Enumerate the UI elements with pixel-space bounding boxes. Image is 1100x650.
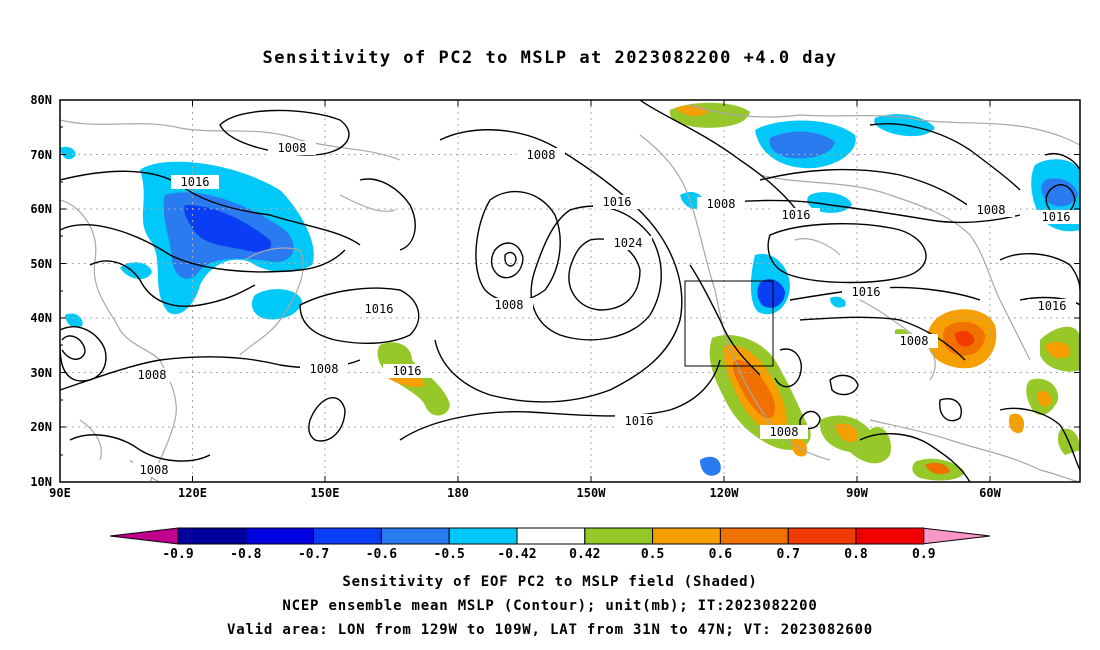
svg-text:1008: 1008 <box>900 334 929 348</box>
svg-text:1024: 1024 <box>614 236 643 250</box>
colorbar-cell <box>652 527 721 545</box>
colorbar-cell <box>177 527 247 545</box>
svg-text:1016: 1016 <box>625 414 654 428</box>
lat-label: 30N <box>30 366 52 380</box>
lat-label: 60N <box>30 202 52 216</box>
lat-label: 50N <box>30 257 52 271</box>
lon-label: 90E <box>49 486 71 500</box>
contour-label: 1016 <box>383 364 431 378</box>
contour-label: 1016 <box>1028 299 1076 313</box>
lat-label: 20N <box>30 420 52 434</box>
contour-label: 1008 <box>268 141 316 155</box>
axis-ticks <box>60 99 1080 483</box>
colorbar-label: -0.7 <box>298 547 329 562</box>
colorbar-min-triangle <box>109 527 179 545</box>
colorbar-max-triangle <box>921 527 991 545</box>
contour-label: 1008 <box>760 425 808 439</box>
shaded-positive-areas <box>377 102 1080 481</box>
longitude-labels: 90E 120E 150E 180 150W 120W 90W 60W <box>49 486 1001 500</box>
map-frame-bg <box>60 100 1080 482</box>
lon-label: 150E <box>311 486 340 500</box>
svg-text:1016: 1016 <box>603 195 632 209</box>
contour-label: 1016 <box>171 175 219 189</box>
svg-text:1016: 1016 <box>1038 299 1067 313</box>
contour-label: 1008 <box>485 298 533 312</box>
colorbar-label: -0.42 <box>497 547 536 562</box>
colorbar-label: 0.6 <box>709 547 733 562</box>
contour-label: 1016 <box>842 285 890 299</box>
contour-labels: 1008 1016 1008 1016 1008 1024 1008 1016 … <box>128 141 1080 477</box>
lat-label: 70N <box>30 148 52 162</box>
svg-text:1008: 1008 <box>138 368 167 382</box>
svg-text:1008: 1008 <box>278 141 307 155</box>
contour-label: 1024 <box>604 236 652 250</box>
svg-text:1008: 1008 <box>310 362 339 376</box>
lat-label: 40N <box>30 311 52 325</box>
contour-label: 1008 <box>517 148 565 162</box>
contour-label: 1016 <box>593 195 641 209</box>
contour-label: 1008 <box>890 334 938 348</box>
colorbar-label: -0.9 <box>162 547 193 562</box>
lon-label: 180 <box>447 486 469 500</box>
colorbar-cell <box>448 527 518 545</box>
colorbar-label: 0.8 <box>844 547 868 562</box>
contour-label: 1008 <box>697 197 745 211</box>
svg-text:1016: 1016 <box>782 208 811 222</box>
contour-label: 1016 <box>772 208 820 222</box>
svg-text:1016: 1016 <box>393 364 422 378</box>
valid-area-box <box>684 280 774 367</box>
shaded-negative-areas <box>60 114 1080 476</box>
footer-line-2: NCEP ensemble mean MSLP (Contour); unit(… <box>282 598 818 614</box>
colorbar-cell <box>313 527 382 545</box>
svg-text:1016: 1016 <box>181 175 210 189</box>
lon-label: 90W <box>846 486 868 500</box>
svg-text:1008: 1008 <box>495 298 524 312</box>
svg-text:1008: 1008 <box>527 148 556 162</box>
lon-label: 120E <box>178 486 207 500</box>
colorbar-cell <box>380 527 450 545</box>
contour-label: 1016 <box>1032 210 1080 224</box>
svg-text:1016: 1016 <box>852 285 881 299</box>
mslp-contours <box>60 100 1080 482</box>
svg-text:1008: 1008 <box>707 197 736 211</box>
contour-label: 1008 <box>300 362 348 376</box>
colorbar-cell <box>855 527 925 545</box>
colorbar-label: 0.5 <box>641 547 664 562</box>
contour-label: 1008 <box>967 203 1015 217</box>
contour-label: 1016 <box>615 414 663 428</box>
lon-label: 120W <box>710 486 740 500</box>
colorbar: -0.9 -0.8 -0.7 -0.6 -0.5 -0.42 0.42 0.5 0.6 0.7 0.… <box>109 527 991 562</box>
contour-label: 1008 <box>130 463 178 477</box>
svg-text:1016: 1016 <box>1042 210 1071 224</box>
lat-label: 10N <box>30 475 52 489</box>
chart-title: Sensitivity of PC2 to MSLP at 2023082200… <box>262 48 838 68</box>
colorbar-label: -0.5 <box>434 547 465 562</box>
colorbar-label: 0.42 <box>569 547 600 562</box>
colorbar-cell <box>516 527 586 545</box>
latitude-labels: 80N 70N 60N 50N 40N 30N 20N 10N <box>30 93 52 489</box>
colorbar-cell <box>787 527 857 545</box>
svg-text:1016: 1016 <box>365 302 394 316</box>
lat-label: 80N <box>30 93 52 107</box>
colorbar-cell <box>245 527 315 545</box>
svg-text:1008: 1008 <box>770 425 799 439</box>
svg-text:1008: 1008 <box>140 463 169 477</box>
colorbar-label: -0.8 <box>230 547 261 562</box>
lon-label: 150W <box>577 486 607 500</box>
footer-line-1: Sensitivity of EOF PC2 to MSLP field (Sh… <box>342 574 758 590</box>
contour-label: 1008 <box>128 368 176 382</box>
colorbar-label: -0.6 <box>366 547 397 562</box>
lon-label: 60W <box>979 486 1001 500</box>
contour-label: 1016 <box>355 302 403 316</box>
footer-line-3: Valid area: LON from 129W to 109W, LAT f… <box>226 622 873 638</box>
colorbar-label: 0.9 <box>912 547 935 562</box>
colorbar-cell <box>584 527 654 545</box>
colorbar-cell <box>719 527 789 545</box>
svg-text:1008: 1008 <box>977 203 1006 217</box>
colorbar-label: 0.7 <box>776 547 799 562</box>
